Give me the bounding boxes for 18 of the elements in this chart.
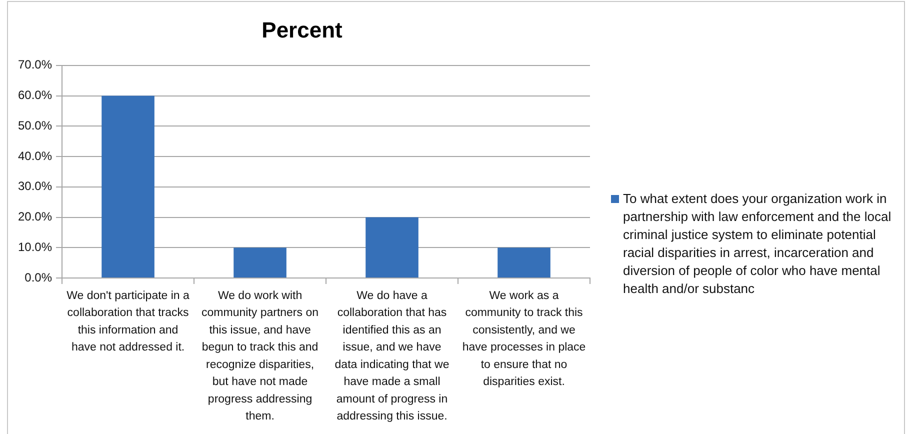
y-tick-label: 0.0% [24, 270, 52, 284]
legend-label: To what extent does your organization work in partnership with law enforcement and the local criminal justice system to eliminate potential racial disparities in arrest, incarceration and diversion of people of color who have mental health and/or substanc [623, 190, 892, 298]
bar [366, 217, 418, 278]
y-tick-label: 60.0% [18, 88, 52, 102]
x-tick-label: We do work with community partners on this issue, and have begun to track this and recognize disparities, but have not made progress addressing them. [202, 290, 318, 423]
bar [498, 248, 550, 278]
bar [102, 96, 154, 278]
chart-title: Percent [262, 17, 344, 42]
x-tick-label: We do have a collaboration that has identified this as an issue, and we have data indicating that we have made a small amount of progress in addressing this issue. [334, 290, 450, 423]
x-tick-label: We don't participate in a collaboration that tracks this information and have not addressed it. [66, 290, 190, 354]
y-tick-label: 30.0% [18, 179, 52, 194]
y-tick-label: 40.0% [18, 148, 52, 163]
y-tick-label: 10.0% [18, 240, 52, 254]
y-tick-label: 70.0% [18, 58, 52, 72]
y-tick-label: 20.0% [18, 210, 52, 224]
bar [234, 248, 286, 278]
x-tick-label: We work as a community to track this consistently, and we have processes in place to ensure that no disparities exist. [462, 290, 586, 388]
y-tick-label: 50.0% [18, 118, 52, 132]
